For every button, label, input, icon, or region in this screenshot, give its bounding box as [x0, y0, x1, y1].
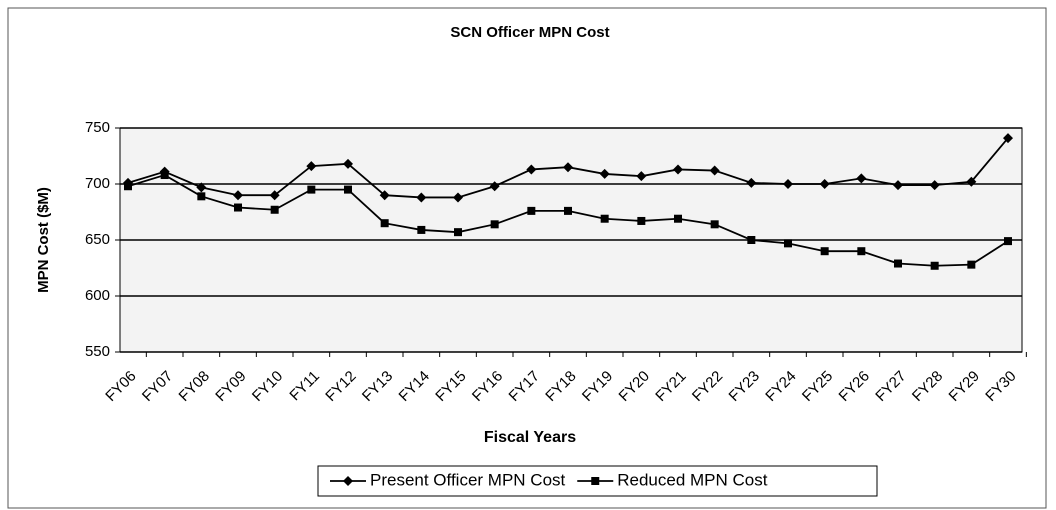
point	[453, 192, 463, 203]
point	[709, 165, 720, 176]
point	[929, 180, 940, 191]
point	[343, 158, 353, 169]
y-tick-label: 600	[85, 287, 110, 304]
point	[564, 206, 572, 215]
point	[490, 220, 499, 229]
plot-border	[119, 127, 1023, 353]
point	[234, 203, 242, 212]
point	[966, 176, 977, 187]
y-axis-label: MPN Cost ($M)	[35, 187, 52, 293]
point	[527, 206, 536, 215]
point	[160, 171, 169, 180]
point	[563, 162, 573, 173]
legend-marker	[343, 476, 353, 486]
point	[269, 190, 280, 201]
point	[306, 161, 317, 172]
point	[857, 247, 866, 256]
y-tick-label: 650	[85, 231, 110, 248]
point	[636, 171, 647, 182]
point	[197, 192, 206, 201]
point	[784, 239, 792, 248]
point	[1004, 237, 1012, 246]
point	[674, 214, 682, 223]
legend-marker	[591, 477, 600, 485]
chart-title: SCN Officer MPN Cost	[450, 24, 609, 41]
point	[819, 179, 830, 189]
point	[526, 164, 537, 175]
point	[893, 180, 903, 191]
point	[270, 205, 279, 214]
point	[380, 219, 389, 228]
point	[599, 168, 610, 179]
point	[637, 216, 646, 225]
point	[600, 214, 609, 223]
point	[783, 179, 793, 189]
point	[747, 236, 756, 244]
point	[930, 261, 939, 270]
point	[856, 173, 867, 184]
legend-label: Reduced MPN Cost	[617, 470, 768, 489]
point	[820, 247, 829, 256]
point	[746, 177, 757, 188]
point	[124, 182, 132, 191]
point	[416, 192, 427, 203]
point	[894, 259, 902, 268]
point	[344, 185, 352, 194]
point	[233, 190, 243, 201]
y-tick-label: 750	[85, 119, 110, 136]
point	[196, 182, 207, 193]
point	[673, 164, 683, 175]
x-axis-label: Fiscal Years	[484, 429, 576, 446]
point	[454, 228, 462, 237]
y-tick-label: 700	[85, 175, 110, 192]
point	[1003, 133, 1013, 144]
legend-label: Present Officer MPN Cost	[370, 470, 566, 489]
point	[489, 181, 500, 192]
point	[307, 185, 316, 194]
point	[967, 260, 976, 269]
point	[379, 190, 390, 201]
point	[710, 220, 719, 229]
point	[417, 225, 426, 234]
y-tick-label: 550	[85, 343, 110, 360]
